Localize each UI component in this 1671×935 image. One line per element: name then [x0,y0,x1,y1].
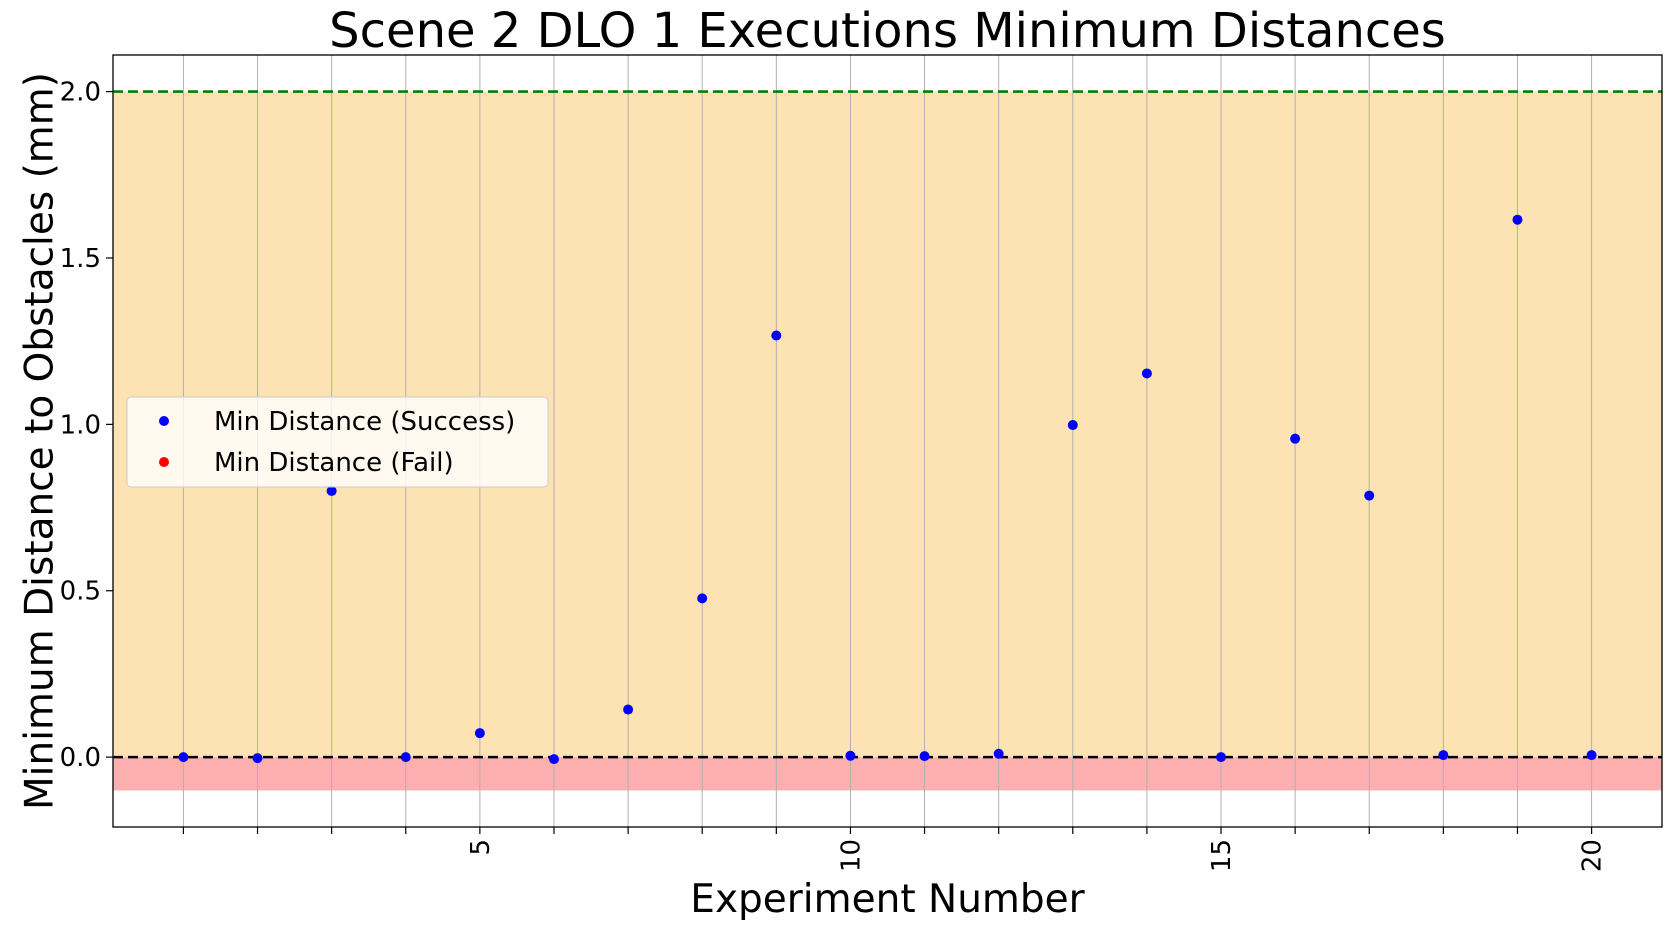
chart-title: Scene 2 DLO 1 Executions Minimum Distanc… [329,3,1446,59]
data-point [1364,490,1375,501]
reference-lines [113,90,1662,759]
y-tick-label: 1.0 [60,410,101,440]
y-axis-ticks: 0.0 0.5 1.0 1.5 2.0 [60,78,113,773]
data-point [400,752,411,763]
data-point [623,704,634,715]
legend-marker-fail [159,457,169,467]
data-point [919,751,930,762]
data-point [845,750,856,761]
data-point [1216,752,1227,763]
y-tick-label: 1.5 [60,244,101,274]
plot-frame [112,54,1663,828]
x-tick-label: 20 [1578,839,1608,872]
legend-label-fail: Min Distance (Fail) [214,448,454,478]
data-point [771,330,782,341]
x-axis-label: Experiment Number [690,877,1085,922]
collision-zone-band [113,757,1662,791]
data-point [252,753,263,764]
data-point [1586,750,1597,761]
data-point [548,754,559,765]
data-point [697,593,708,604]
grid-lines [182,55,1593,827]
x-tick-label: 15 [1207,839,1237,872]
legend-marker-success [159,416,169,426]
data-point [326,485,337,496]
y-axis-label: Minimum Distance to Obstacles (mm) [18,72,63,810]
data-point [1290,433,1301,444]
y-tick-label: 2.0 [60,78,101,108]
data-point [1141,368,1152,379]
data-points [178,214,1597,765]
x-axis-ticks: 5 10 15 20 [182,827,1608,872]
data-point [474,728,485,739]
data-point [993,748,1004,759]
y-tick-label: 0.5 [60,577,101,607]
x-tick-label: 5 [466,839,496,856]
data-point [1512,214,1523,225]
data-point [1067,420,1078,431]
legend-box [126,396,549,488]
y-tick-label: 0.0 [60,743,101,773]
legend-label-success: Min Distance (Success) [214,407,515,437]
legend: Min Distance (Success) Min Distance (Fai… [126,396,549,488]
data-point [1438,750,1449,761]
data-point [178,752,189,763]
x-tick-label: 10 [836,839,866,872]
